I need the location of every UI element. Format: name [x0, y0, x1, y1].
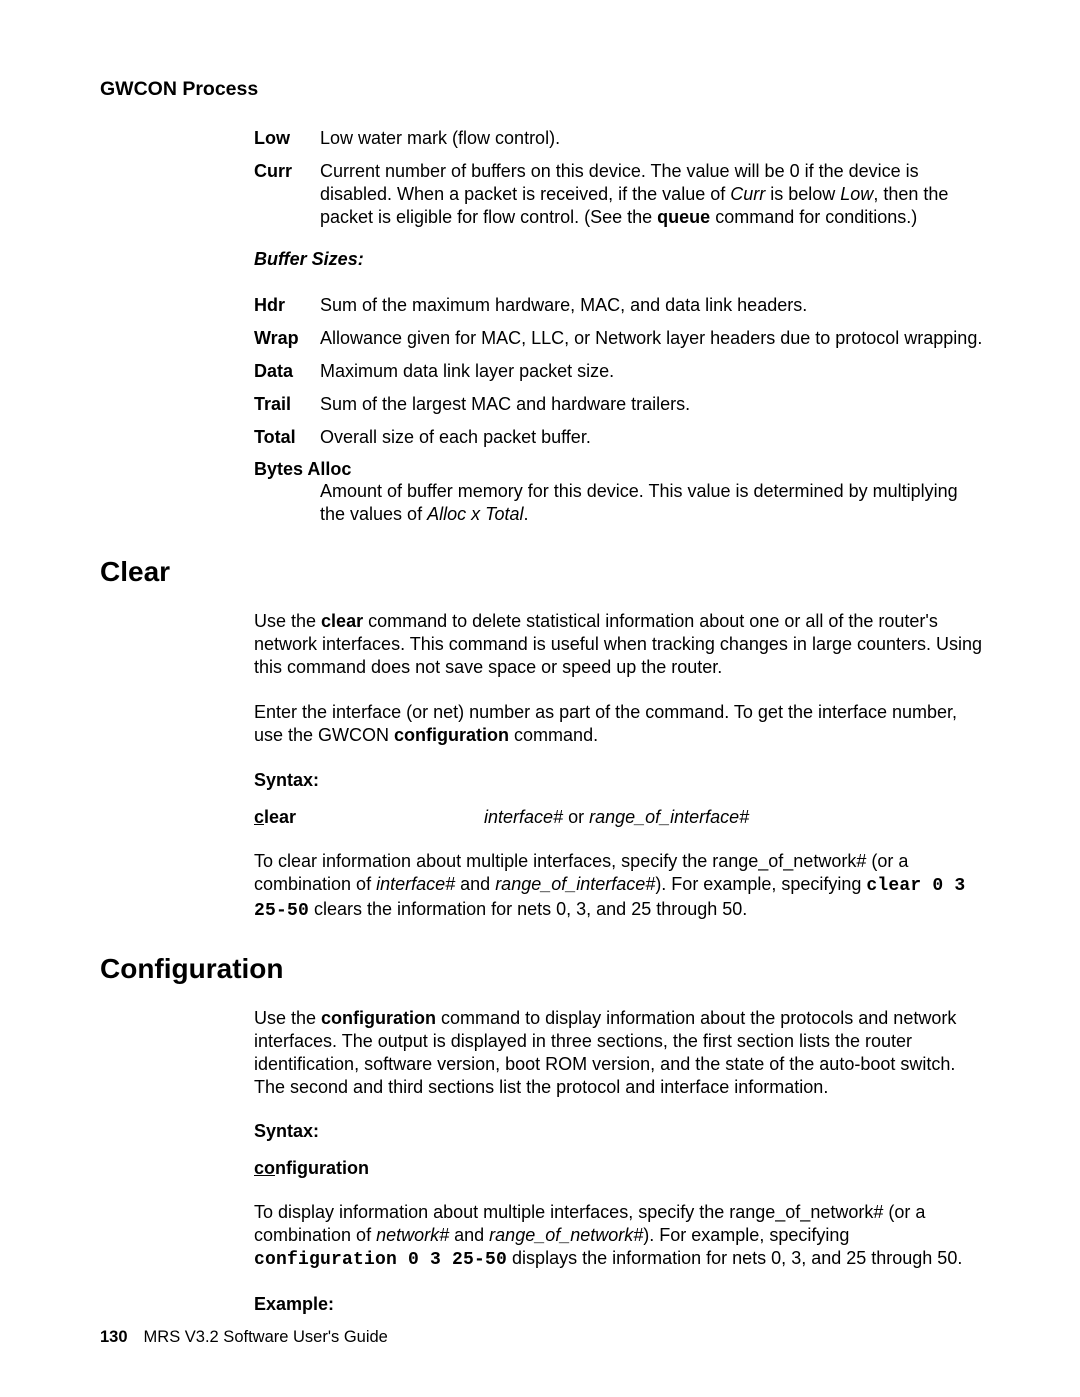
clear-syntax-args: interface# or range_of_interface# — [484, 807, 749, 828]
text: and — [449, 1225, 489, 1245]
text: command. — [509, 725, 598, 745]
text: and — [455, 874, 495, 894]
text-italic: range_of_network# — [489, 1225, 643, 1245]
term-data: Data — [254, 360, 316, 383]
text: or — [563, 807, 589, 827]
term-curr: Curr — [254, 160, 316, 229]
heading-configuration: Configuration — [100, 953, 984, 985]
term-total: Total — [254, 426, 316, 449]
text-italic: network# — [376, 1225, 449, 1245]
term-trail: Trail — [254, 393, 316, 416]
desc-data: Maximum data link layer packet size. — [320, 360, 984, 383]
desc-low: Low water mark (flow control). — [320, 127, 984, 150]
page-footer: 130 MRS V3.2 Software User's Guide — [100, 1328, 388, 1347]
text: command for conditions.) — [710, 207, 917, 227]
text: nfiguration — [275, 1158, 369, 1178]
underline: c — [254, 807, 264, 827]
text-italic: range_of_interface# — [589, 807, 749, 827]
clear-p1: Use the clear command to delete statisti… — [254, 610, 984, 679]
page: GWCON Process Low Low water mark (flow c… — [0, 0, 1080, 1397]
desc-total: Overall size of each packet buffer. — [320, 426, 984, 449]
buffer-sizes-heading: Buffer Sizes: — [254, 249, 984, 270]
heading-clear: Clear — [100, 556, 984, 588]
term-bytes-alloc: Bytes Alloc — [254, 459, 984, 480]
desc-wrap: Allowance given for MAC, LLC, or Network… — [320, 327, 984, 350]
text: command to delete statistical informatio… — [254, 611, 982, 677]
clear-syntax-cmd: clear — [254, 807, 484, 828]
footer-title: MRS V3.2 Software User's Guide — [144, 1328, 388, 1346]
clear-p3: To clear information about multiple inte… — [254, 850, 984, 923]
text: lear — [264, 807, 296, 827]
text-italic: interface# — [376, 874, 455, 894]
config-p2: To display information about multiple in… — [254, 1201, 984, 1272]
running-header: GWCON Process — [100, 78, 984, 101]
desc-bytes-alloc: Amount of buffer memory for this device.… — [320, 480, 984, 526]
config-p1: Use the configuration command to display… — [254, 1007, 984, 1099]
code: configuration 0 3 25-50 — [254, 1250, 507, 1270]
page-number: 130 — [100, 1328, 128, 1346]
text: . — [523, 504, 528, 524]
text-italic: range_of_interface# — [495, 874, 655, 894]
underline: co — [254, 1158, 275, 1178]
clear-syntax-row: clear interface# or range_of_interface# — [254, 807, 984, 828]
text-italic: Low — [840, 184, 873, 204]
text: Use the — [254, 611, 321, 631]
term-hdr: Hdr — [254, 294, 316, 317]
desc-trail: Sum of the largest MAC and hardware trai… — [320, 393, 984, 416]
clear-syntax-label: Syntax: — [254, 770, 984, 791]
text-bold: queue — [657, 207, 710, 227]
term-low: Low — [254, 127, 316, 150]
desc-hdr: Sum of the maximum hardware, MAC, and da… — [320, 294, 984, 317]
text: displays the information for nets 0, 3, … — [507, 1248, 962, 1268]
defs-inputq: Low Low water mark (flow control). Curr … — [254, 127, 984, 526]
text-italic: Curr — [730, 184, 765, 204]
text: Amount of buffer memory for this device.… — [320, 481, 958, 524]
clear-body: Use the clear command to delete statisti… — [254, 610, 984, 922]
text-bold: configuration — [321, 1008, 436, 1028]
config-body: Use the configuration command to display… — [254, 1007, 984, 1315]
text-italic: Alloc x Total — [427, 504, 523, 524]
text: Enter the interface (or net) number as p… — [254, 702, 957, 745]
text-bold: configuration — [394, 725, 509, 745]
text: Use the — [254, 1008, 321, 1028]
config-syntax-label: Syntax: — [254, 1121, 984, 1142]
config-syntax-cmd: configuration — [254, 1158, 984, 1179]
text: ). For example, specifying — [643, 1225, 849, 1245]
text: ). For example, specifying — [655, 874, 866, 894]
term-wrap: Wrap — [254, 327, 316, 350]
text-italic: interface# — [484, 807, 563, 827]
text: clears the information for nets 0, 3, an… — [309, 899, 747, 919]
desc-curr: Current number of buffers on this device… — [320, 160, 984, 229]
config-example-label: Example: — [254, 1294, 984, 1315]
text: is below — [765, 184, 840, 204]
text-bold: clear — [321, 611, 363, 631]
clear-p2: Enter the interface (or net) number as p… — [254, 701, 984, 747]
